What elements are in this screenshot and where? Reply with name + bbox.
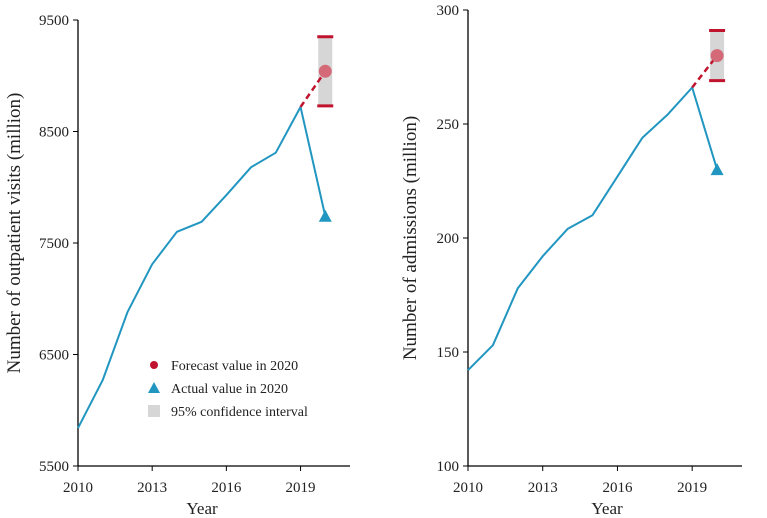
right-series-line [467,86,693,371]
right-y-tick-label: 100 [437,459,460,475]
legend-ci-marker [148,405,160,417]
left-x-axis-title: Year [186,499,218,518]
left-forecast-point [318,64,332,78]
right-forecast-segment [691,54,719,89]
legend-forecast-marker [150,361,158,369]
right-y-tick-label: 250 [437,117,460,133]
left-y-tick-label: 8500 [39,125,69,141]
left-y-tick-label: 7500 [39,236,69,252]
right-x-axis-title: Year [591,499,623,518]
left-actual-segment [299,106,327,217]
left-series-line [77,106,302,429]
left-y-tick-label: 9500 [39,13,69,29]
right-actual-segment [691,87,719,170]
right-x-tick-label: 2019 [677,480,707,496]
left-x-tick-label: 2010 [63,480,93,496]
left-x-tick-label: 2019 [286,480,316,496]
right-x-tick-label: 2010 [453,480,483,496]
right-forecast-point [710,49,724,63]
legend: Forecast value in 2020 Actual value in 20… [148,359,308,420]
left-x-tick-label: 2013 [137,480,167,496]
right-y-axis-title: Number of admissions (million) [400,116,421,360]
left-actual-point [318,209,332,222]
left-chart: 5500 6500 7500 8500 9500 2010 2013 2016 2019 Year… [4,13,350,518]
left-x-tick-label: 2016 [211,480,242,496]
left-forecast-segment [299,70,327,108]
left-y-axis-title: Number of outpatient visits (million) [4,93,25,374]
legend-label: Actual value in 2020 [171,382,288,397]
left-y-tick-label: 6500 [39,348,69,364]
legend-label: Forecast value in 2020 [171,359,298,374]
right-x-tick-label: 2016 [602,480,633,496]
left-y-tick-label: 5500 [39,459,69,475]
right-y-tick-label: 300 [437,3,460,19]
legend-label: 95% confidence interval [171,405,308,420]
right-actual-point [710,163,724,176]
right-y-tick-label: 200 [437,231,460,247]
legend-actual-marker [148,382,160,393]
right-y-tick-label: 150 [437,345,460,361]
right-x-tick-label: 2013 [528,480,558,496]
right-chart: 100 150 200 250 300 2010 2013 2016 2019 Year Numbe… [400,3,742,518]
